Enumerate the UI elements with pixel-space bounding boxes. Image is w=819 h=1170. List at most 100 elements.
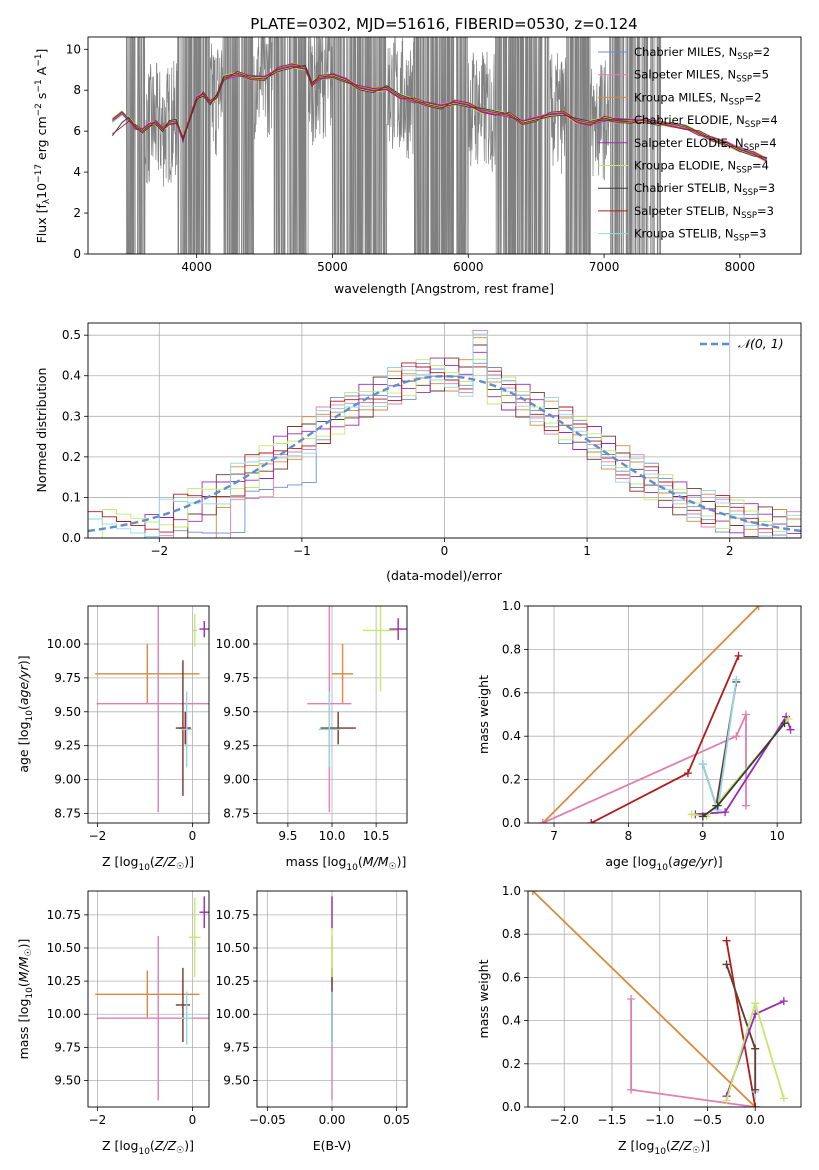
- legend: Chabrier MILES, NSSP=2 Salpeter MILES, NS…: [598, 45, 778, 244]
- x-tick-label: 0.05: [383, 1113, 410, 1127]
- data-marker: [722, 960, 731, 969]
- data-marker: [687, 810, 696, 819]
- plot-area: [88, 329, 801, 538]
- y-tick-label: 9.75: [54, 671, 81, 685]
- series-line: [542, 606, 760, 823]
- data-marker: [779, 1094, 788, 1103]
- y-tick-label: 10.25: [216, 974, 250, 988]
- legend-label: Kroupa ELODIE, NSSP=4: [634, 159, 769, 176]
- x-axis-label: age [log10(age/yr)]: [605, 854, 722, 873]
- data-point-salpeter-elodie: [199, 896, 209, 929]
- y-tick-label: 1.0: [502, 884, 521, 898]
- figure-title: PLATE=0302, MJD=51616, FIBERID=0530, z=0…: [250, 15, 637, 33]
- series-line: [695, 714, 792, 816]
- histogram-kroupa-stelib: [88, 333, 801, 538]
- data-point-kroupa-stelib: [181, 691, 193, 768]
- panel-2: −2 −1 0 1 2 0.0 0.1 0.2 0.3 0.4 0.5 𝒩(0, 1) (data-mo…: [34, 322, 802, 583]
- data-marker: [627, 995, 636, 1003]
- data-point-kroupa-miles: [95, 643, 200, 704]
- y-tick-label: 9.25: [54, 739, 81, 753]
- legend-label: 𝒩(0, 1): [738, 336, 784, 351]
- y-tick-label: 9.00: [223, 773, 250, 787]
- axes-frame: [87, 322, 802, 539]
- data-marker: [722, 1096, 731, 1105]
- series-line: [691, 718, 790, 818]
- series-kroupa-miles: [528, 891, 760, 1107]
- y-tick-label: 10.00: [47, 1007, 81, 1021]
- data-marker: [786, 725, 795, 734]
- data-point-kroupa-miles: [332, 643, 354, 704]
- data-point-kroupa-stelib: [181, 991, 193, 1045]
- data-point-kroupa-elodie: [192, 614, 198, 647]
- data-marker: [698, 760, 707, 769]
- panel-6: −2 0 9.50 9.75 10.00 10.25 10.50 10.75 Z [log10(…: [16, 890, 210, 1157]
- legend-label: Kroupa STELIB, NSSP=3: [634, 227, 766, 244]
- axes-frame: [527, 605, 802, 824]
- x-axis-label: mass [log10(M/M☉)]: [286, 854, 407, 873]
- legend-label: Salpeter MILES, NSSP=5: [634, 68, 769, 85]
- data-marker: [538, 819, 547, 823]
- x-tick-label: 9.5: [278, 829, 297, 843]
- data-point-salpeter-elodie: [199, 620, 209, 638]
- series-salpeter-stelib: [587, 651, 743, 823]
- y-tick-label: 0.0: [502, 816, 521, 830]
- data-point-chabrier-elodie: [320, 711, 356, 745]
- legend-label: Kroupa MILES, NSSP=2: [634, 90, 761, 107]
- data-marker: [780, 719, 789, 728]
- data-point-kroupa-elodie: [189, 897, 201, 978]
- plot-area: [538, 606, 795, 823]
- panel-4: 9.5 10.0 10.5 8.75 9.00 9.25 9.50 9.75 10.00 mass…: [216, 605, 408, 873]
- axes-frame: [256, 605, 408, 824]
- y-tick-label: 10: [66, 42, 81, 56]
- y-tick-label: 8: [73, 83, 81, 97]
- data-point-salpeter-elodie: [389, 618, 407, 640]
- data-marker: [754, 606, 763, 610]
- histogram-kroupa-elodie: [88, 359, 801, 538]
- y-tick-label: 0.8: [502, 642, 521, 656]
- data-point-kroupa-stelib: [318, 691, 340, 768]
- x-tick-label: 2: [726, 544, 734, 558]
- data-point-salpeter-stelib: [179, 711, 191, 745]
- y-tick-label: 0: [73, 247, 81, 261]
- series-salpeter-miles: [538, 710, 750, 823]
- series-line: [532, 891, 756, 1107]
- data-point-kroupa-miles: [95, 970, 200, 1019]
- series-salpeter-stelib: [722, 936, 760, 1107]
- y-tick-label: 10.00: [216, 1007, 250, 1021]
- y-tick-label: 0.4: [62, 369, 81, 383]
- y-tick-label: 9.75: [223, 671, 250, 685]
- x-tick-label: −2: [150, 544, 168, 558]
- y-tick-label: 2: [73, 206, 81, 220]
- y-tick-label: 9.25: [223, 739, 250, 753]
- legend-label: Chabrier MILES, NSSP=2: [634, 45, 770, 62]
- x-tick-label: −0.05: [249, 1113, 286, 1127]
- data-marker: [741, 710, 750, 719]
- plot-area: [112, 37, 768, 254]
- x-tick-label: 0: [189, 1113, 197, 1127]
- x-axis-label: (data-model)/error: [386, 568, 503, 583]
- data-point-chabrier-elodie: [175, 967, 191, 1043]
- x-tick-label: −1: [293, 544, 311, 558]
- x-tick-label: 7000: [589, 260, 620, 274]
- axes-frame: [87, 36, 802, 255]
- y-tick-label: 0.5: [62, 328, 81, 342]
- data-marker: [732, 675, 741, 684]
- x-tick-label: 10.0: [319, 829, 346, 843]
- y-tick-label: 10.25: [47, 974, 81, 988]
- series-kroupa-stelib: [698, 675, 741, 814]
- series-chabrier-stelib: [698, 719, 789, 821]
- y-axis-label: age [log10(age/yr)]: [16, 655, 35, 772]
- y-tick-label: 10.75: [216, 908, 250, 922]
- x-tick-label: 1: [583, 544, 591, 558]
- y-tick-label: 10.50: [216, 941, 250, 955]
- panel-8: −2.0 −1.5 −1.0 −0.5 0.0 0.0 0.2 0.4 0.6 0.8 1.0 mas…: [476, 884, 802, 1157]
- data-marker: [528, 891, 537, 895]
- y-tick-label: 10.75: [47, 908, 81, 922]
- x-tick-label: 0.0: [746, 1113, 765, 1127]
- axes-frame: [527, 890, 802, 1108]
- series-line: [542, 714, 747, 823]
- x-tick-label: 8000: [725, 260, 756, 274]
- data-marker: [751, 999, 760, 1008]
- x-axis-label: Z [log10(Z/Z☉)]: [102, 1138, 194, 1157]
